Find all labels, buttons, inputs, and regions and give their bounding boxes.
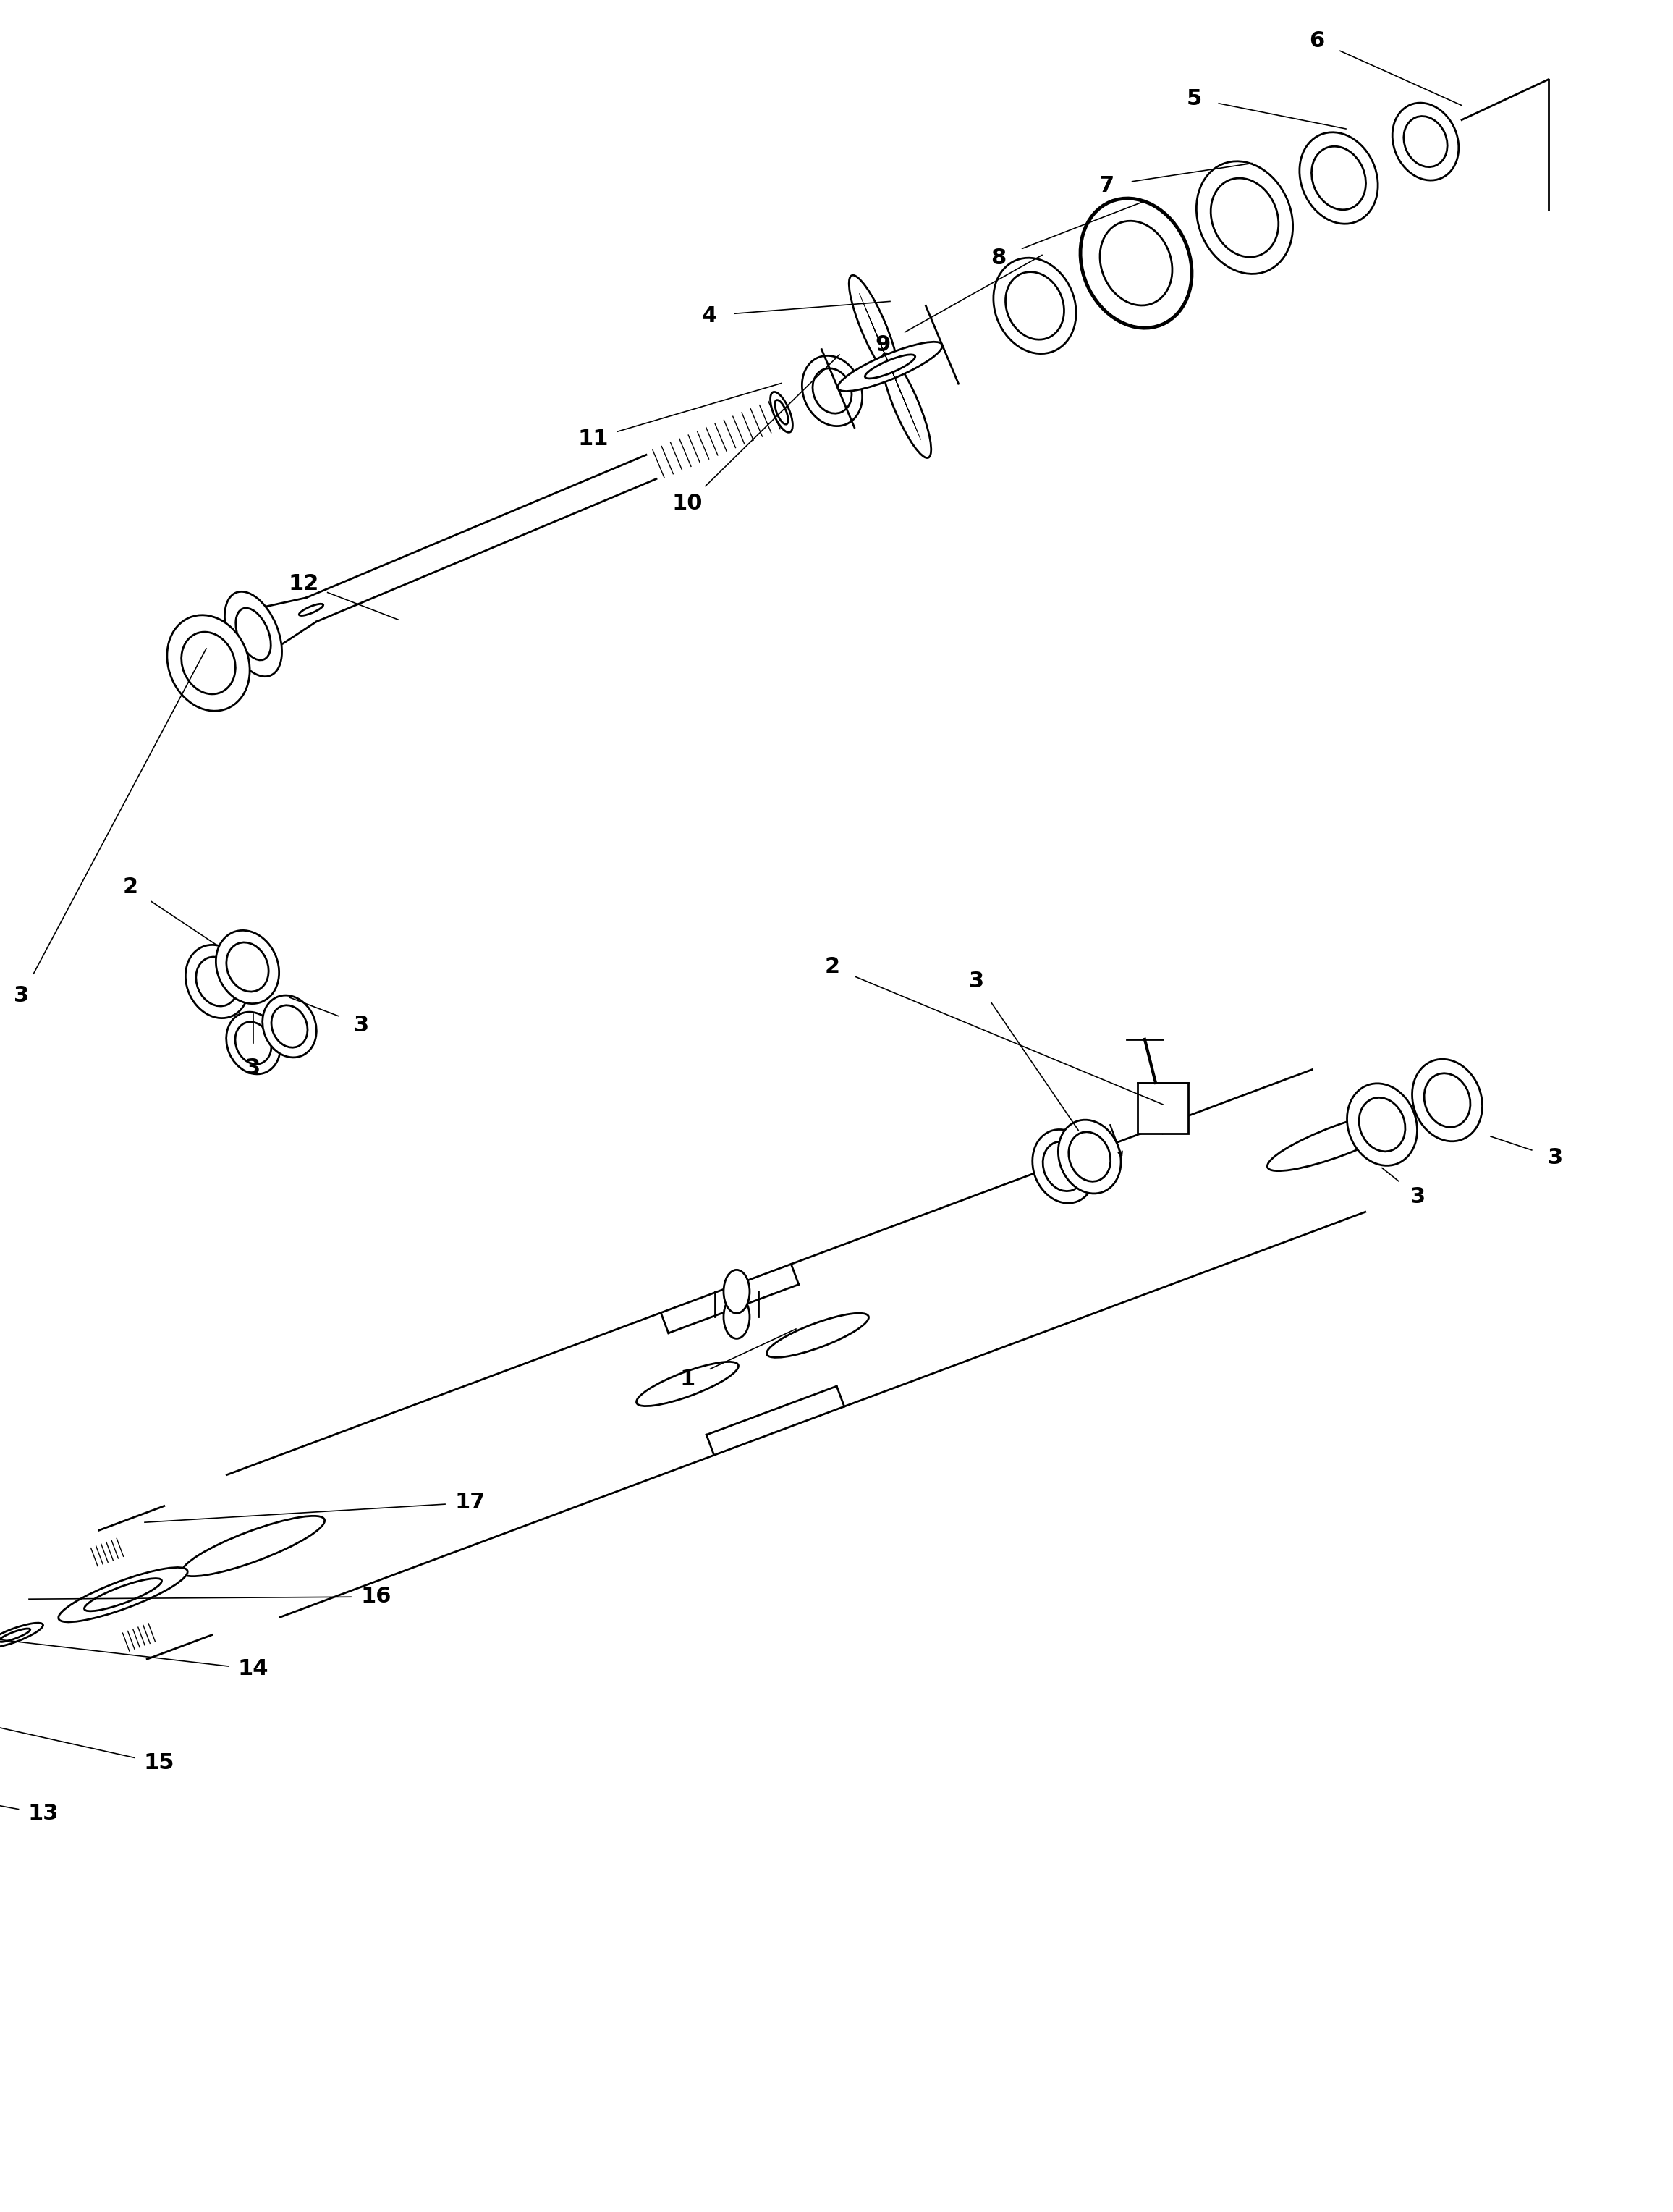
- Ellipse shape: [1412, 1060, 1482, 1141]
- Ellipse shape: [724, 1270, 750, 1314]
- Ellipse shape: [224, 591, 281, 677]
- Ellipse shape: [865, 354, 915, 378]
- Text: 8: 8: [990, 248, 1005, 268]
- Text: 5: 5: [1186, 88, 1201, 108]
- Text: 7: 7: [1099, 175, 1114, 197]
- Ellipse shape: [1347, 1084, 1417, 1166]
- Text: 3: 3: [969, 971, 984, 991]
- Text: 6: 6: [1310, 31, 1325, 51]
- Text: 1: 1: [679, 1369, 694, 1389]
- Ellipse shape: [636, 1363, 738, 1407]
- Text: 2: 2: [825, 956, 840, 978]
- Text: 2: 2: [122, 876, 137, 898]
- Ellipse shape: [0, 1624, 43, 1648]
- Text: 3: 3: [13, 987, 30, 1006]
- Ellipse shape: [1099, 221, 1173, 305]
- Ellipse shape: [1300, 133, 1379, 223]
- Ellipse shape: [813, 369, 852, 414]
- Ellipse shape: [770, 392, 793, 431]
- Ellipse shape: [1032, 1130, 1096, 1203]
- Ellipse shape: [181, 633, 236, 695]
- Text: 4: 4: [701, 305, 716, 325]
- Ellipse shape: [236, 608, 271, 659]
- Ellipse shape: [216, 931, 279, 1004]
- Text: 3: 3: [1548, 1148, 1563, 1168]
- Ellipse shape: [1211, 179, 1278, 257]
- Text: 17: 17: [455, 1493, 485, 1513]
- Ellipse shape: [1358, 1097, 1405, 1152]
- Ellipse shape: [766, 1314, 868, 1358]
- Ellipse shape: [1312, 146, 1365, 210]
- Ellipse shape: [196, 958, 238, 1006]
- Ellipse shape: [263, 995, 316, 1057]
- Ellipse shape: [226, 1011, 281, 1075]
- Text: 10: 10: [673, 493, 703, 513]
- Text: 9: 9: [875, 334, 890, 356]
- Ellipse shape: [167, 615, 249, 710]
- Ellipse shape: [1042, 1141, 1084, 1190]
- Ellipse shape: [838, 343, 942, 392]
- Text: 3: 3: [1410, 1186, 1425, 1208]
- Ellipse shape: [1268, 1110, 1410, 1170]
- Ellipse shape: [994, 259, 1076, 354]
- Ellipse shape: [1196, 161, 1293, 274]
- Text: 3: 3: [355, 1015, 370, 1035]
- Ellipse shape: [1081, 199, 1191, 327]
- Ellipse shape: [882, 354, 932, 458]
- Ellipse shape: [1424, 1073, 1471, 1128]
- Ellipse shape: [1392, 104, 1459, 181]
- Text: 15: 15: [144, 1752, 174, 1774]
- Ellipse shape: [84, 1579, 162, 1610]
- Text: 12: 12: [288, 573, 320, 593]
- Ellipse shape: [0, 1628, 30, 1641]
- Ellipse shape: [1404, 117, 1447, 166]
- Ellipse shape: [775, 400, 788, 425]
- Text: 14: 14: [238, 1659, 269, 1679]
- Ellipse shape: [59, 1568, 187, 1621]
- Ellipse shape: [186, 945, 249, 1018]
- Bar: [1138, 1082, 1188, 1133]
- Ellipse shape: [1069, 1133, 1111, 1181]
- Text: 11: 11: [577, 429, 609, 449]
- Ellipse shape: [801, 356, 862, 427]
- Ellipse shape: [1059, 1119, 1121, 1194]
- Ellipse shape: [182, 1515, 325, 1577]
- Ellipse shape: [724, 1296, 750, 1338]
- Ellipse shape: [1005, 272, 1064, 341]
- Text: 3: 3: [246, 1057, 261, 1079]
- Ellipse shape: [299, 604, 323, 615]
- Ellipse shape: [848, 274, 898, 380]
- Ellipse shape: [226, 942, 269, 991]
- Text: 13: 13: [28, 1803, 59, 1825]
- Ellipse shape: [236, 1022, 271, 1064]
- Text: 16: 16: [361, 1586, 391, 1608]
- Ellipse shape: [271, 1004, 308, 1048]
